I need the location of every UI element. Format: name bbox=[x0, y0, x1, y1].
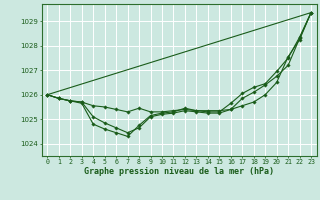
X-axis label: Graphe pression niveau de la mer (hPa): Graphe pression niveau de la mer (hPa) bbox=[84, 167, 274, 176]
